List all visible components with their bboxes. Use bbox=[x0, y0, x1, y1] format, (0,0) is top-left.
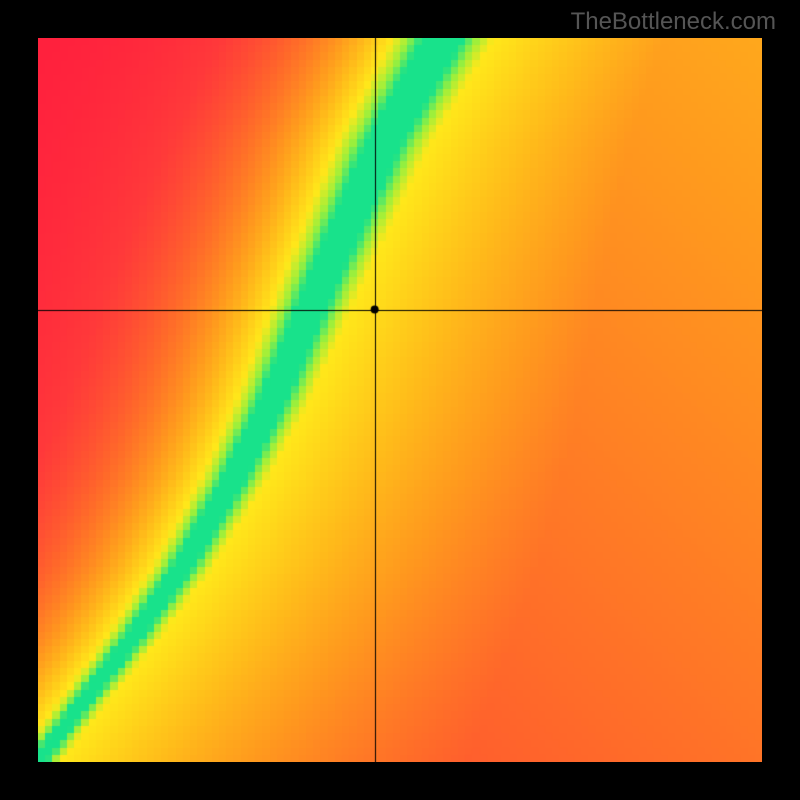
watermark-text: TheBottleneck.com bbox=[571, 8, 776, 36]
bottleneck-heatmap bbox=[38, 38, 762, 762]
